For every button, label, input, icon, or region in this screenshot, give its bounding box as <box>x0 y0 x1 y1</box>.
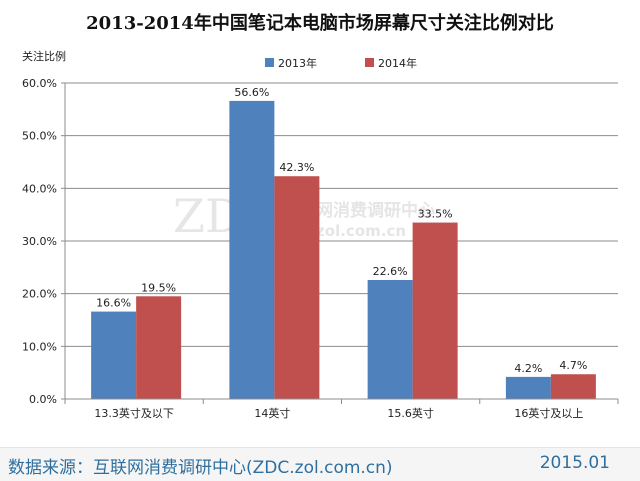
bar <box>550 374 596 399</box>
y-tick-label: 60.0% <box>22 77 57 90</box>
date-text: 2015.01 <box>539 453 610 473</box>
bar-value-label: 16.6% <box>96 297 131 310</box>
y-axis: 0.0% 10.0% 20.0% 30.0% 40.0% 50.0% 60.0% <box>22 77 66 406</box>
bars <box>91 100 596 399</box>
bar-value-label: 4.2% <box>514 362 542 375</box>
legend-label: 2014年 <box>378 56 417 70</box>
bar-value-label: 22.6% <box>373 265 408 278</box>
bar <box>91 311 137 399</box>
legend-label: 2013年 <box>278 56 317 70</box>
y-tick-label: 30.0% <box>22 235 57 248</box>
x-tick-label: 15.6英寸 <box>387 406 434 420</box>
bar <box>412 222 458 399</box>
bar <box>229 100 275 399</box>
x-tick-label: 13.3英寸及以下 <box>94 406 174 420</box>
bar <box>274 176 320 399</box>
y-tick-label: 40.0% <box>22 182 57 195</box>
legend-swatch <box>365 58 374 67</box>
bar <box>367 279 413 399</box>
bar <box>136 296 182 399</box>
y-tick-label: 20.0% <box>22 288 57 301</box>
bar <box>505 376 551 399</box>
bar-value-label: 56.6% <box>234 86 269 99</box>
chart-title: 2013-2014年中国笔记本电脑市场屏幕尺寸关注比例对比 <box>86 12 554 34</box>
legend-swatch <box>265 58 274 67</box>
y-axis-title: 关注比例 <box>22 49 66 63</box>
x-tick-label: 14英寸 <box>254 406 290 420</box>
footer: 数据来源：互联网消费调研中心(ZDC.zol.com.cn) 2015.01 <box>0 447 640 481</box>
x-axis: 13.3英寸及以下 14英寸 15.6英寸 16英寸及以上 <box>64 398 619 420</box>
bar-value-label: 19.5% <box>141 281 176 294</box>
y-tick-label: 50.0% <box>22 130 57 143</box>
data-labels: 16.6% 19.5% 56.6% 42.3% 22.6% 33.5% 4.2% 4.7% <box>96 86 587 375</box>
bar-value-label: 4.7% <box>559 359 587 372</box>
bar-value-label: 33.5% <box>418 208 453 221</box>
gridlines <box>65 82 618 347</box>
bar-value-label: 42.3% <box>279 161 314 174</box>
y-tick-label: 0.0% <box>29 393 57 406</box>
watermark-text: 互联网消费调研中心 <box>282 200 435 221</box>
y-tick-label: 10.0% <box>22 340 57 353</box>
data-source-text: 数据来源：互联网消费调研中心(ZDC.zol.com.cn) <box>8 458 393 478</box>
x-tick-label: 16英寸及以上 <box>514 406 583 420</box>
legend: 2013年 2014年 <box>265 56 417 70</box>
